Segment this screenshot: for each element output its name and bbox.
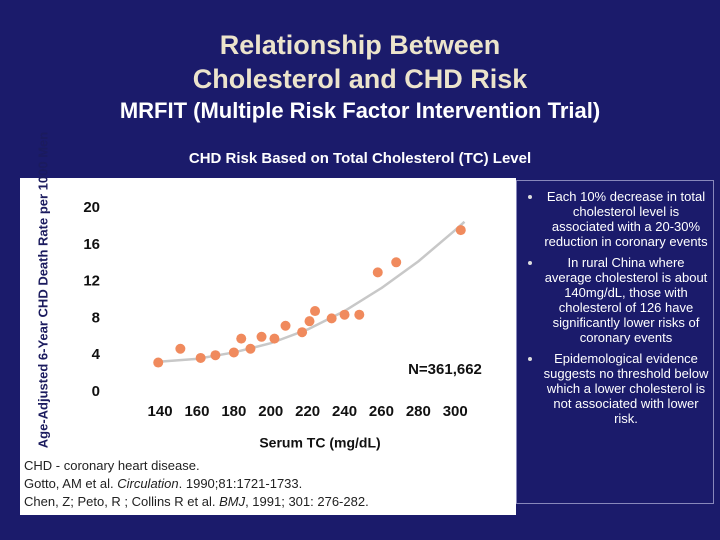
footnote-part: CHD - coronary heart disease. — [24, 458, 200, 473]
notes-box: Each 10% decrease in total cholesterol l… — [516, 180, 714, 504]
data-point — [310, 306, 321, 317]
y-tick-label: 0 — [92, 383, 100, 400]
data-point — [245, 343, 256, 354]
data-point — [280, 320, 291, 331]
x-tick-label: 220 — [295, 403, 320, 420]
annotation: N=361,662 — [408, 361, 482, 378]
data-point — [228, 347, 239, 358]
data-point — [455, 225, 466, 236]
data-point — [326, 313, 337, 324]
data-point — [236, 333, 247, 344]
data-point — [195, 352, 206, 363]
subtitle: MRFIT (Multiple Risk Factor Intervention… — [119, 98, 601, 123]
data-point — [175, 343, 186, 354]
chart-panel — [20, 178, 516, 515]
data-point — [210, 350, 221, 361]
data-point — [391, 257, 402, 268]
bullet: In rural China where average cholesterol… — [543, 255, 709, 345]
footnote: Chen, Z; Peto, R ; Collins R et al. BMJ,… — [24, 493, 369, 511]
data-point — [256, 331, 267, 342]
data-point — [372, 267, 383, 278]
bullet: Epidemological evidence suggests no thre… — [543, 351, 709, 426]
x-tick-label: 300 — [443, 403, 468, 420]
footnote: Gotto, AM et al. Circulation. 1990;81:17… — [24, 475, 369, 493]
y-tick-label: 4 — [92, 346, 101, 363]
footnotes: CHD - coronary heart disease. Gotto, AM e… — [24, 457, 369, 511]
footnote-part: Circulation — [117, 476, 179, 491]
y-axis-label: Age-Adjusted 6-Year CHD Death Rate per 1… — [35, 132, 50, 448]
footnote-part: . 1990;81:1721-1733. — [178, 476, 303, 491]
x-tick-label: 240 — [332, 403, 357, 420]
y-tick-label: 20 — [83, 199, 100, 216]
chart-title: CHD Risk Based on Total Cholesterol (TC)… — [188, 150, 532, 167]
trend-line — [159, 220, 466, 363]
data-point — [269, 333, 280, 344]
x-tick-label: 280 — [406, 403, 431, 420]
x-tick-label: 160 — [184, 403, 209, 420]
y-tick-label: 8 — [92, 309, 100, 326]
footnote: CHD - coronary heart disease. — [24, 457, 369, 475]
data-point — [339, 309, 350, 320]
x-axis-label: Serum TC (mg/dL) — [259, 435, 380, 451]
data-point — [297, 327, 308, 338]
x-tick-label: 200 — [258, 403, 283, 420]
slide-title: Relationship Between Cholesterol and CHD… — [192, 30, 528, 94]
bullet: Each 10% decrease in total cholesterol l… — [543, 189, 709, 249]
y-tick-label: 12 — [83, 273, 100, 290]
x-tick-label: 180 — [221, 403, 246, 420]
data-point — [354, 309, 365, 320]
bullet-list: Each 10% decrease in total cholesterol l… — [523, 189, 709, 426]
x-tick-label: 260 — [369, 403, 394, 420]
data-point — [304, 316, 315, 327]
y-tick-label: 16 — [83, 236, 100, 253]
footnote-part: Chen, Z; Peto, R ; Collins R et al. — [24, 494, 220, 509]
footnote-part: BMJ — [219, 494, 246, 509]
x-tick-label: 140 — [148, 403, 173, 420]
footnote-part: , 1991; 301: 276-282. — [245, 494, 369, 509]
data-point — [153, 357, 164, 368]
footnote-part: Gotto, AM et al. — [24, 476, 118, 491]
